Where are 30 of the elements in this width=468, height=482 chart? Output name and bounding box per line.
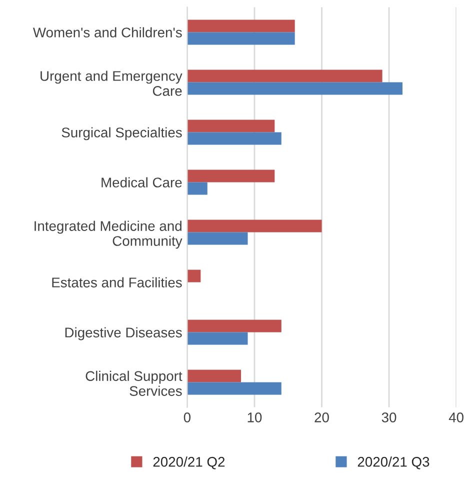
bar bbox=[187, 232, 248, 245]
bar bbox=[187, 182, 208, 195]
x-tick-label: 40 bbox=[448, 412, 464, 422]
x-tick-label: 30 bbox=[382, 412, 396, 422]
bar bbox=[187, 120, 275, 132]
y-tick-label: Urgent and Emergency Care bbox=[40, 70, 182, 96]
bar bbox=[187, 220, 322, 232]
bar bbox=[187, 20, 295, 32]
bar bbox=[187, 320, 282, 332]
bar bbox=[187, 82, 402, 95]
bar bbox=[187, 382, 282, 395]
legend-label: 2020/21 Q2 bbox=[153, 456, 225, 470]
y-tick-label: Integrated Medicine and Community bbox=[34, 220, 182, 249]
y-tick-label: Digestive Diseases bbox=[65, 327, 182, 340]
bar bbox=[187, 370, 242, 382]
bar bbox=[187, 32, 295, 45]
bar bbox=[187, 132, 282, 145]
y-tick-label: Medical Care bbox=[102, 177, 182, 188]
y-tick-label: Women's and Children's bbox=[32, 27, 182, 38]
bar bbox=[187, 270, 201, 282]
legend-label: 2020/21 Q3 bbox=[358, 456, 430, 470]
y-tick-label: Clinical Support Services bbox=[86, 370, 182, 396]
x-tick-label: 0 bbox=[184, 412, 191, 422]
x-tick-label: 20 bbox=[314, 412, 329, 422]
bar bbox=[187, 70, 382, 82]
y-tick-label: Estates and Facilities bbox=[52, 277, 182, 288]
bar bbox=[187, 170, 275, 182]
y-tick-label: Surgical Specialties bbox=[62, 127, 182, 140]
bar bbox=[187, 332, 248, 345]
x-tick-label: 10 bbox=[248, 412, 262, 422]
